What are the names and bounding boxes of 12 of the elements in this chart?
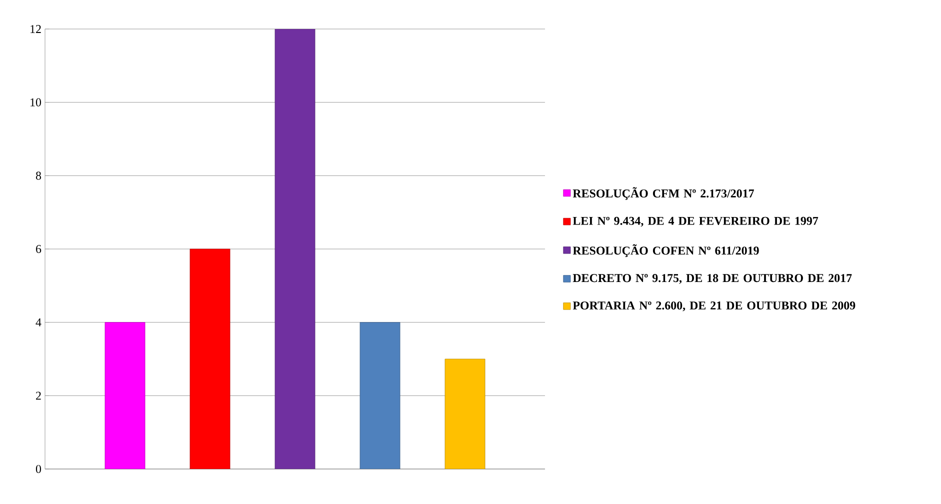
y-tick-label: 12 [30, 25, 41, 33]
legend-label: LEI Nº 9.434, DE 4 DE FEVEREIRO DE 1997 [572, 216, 818, 227]
legend-label: DECRETO Nº 9.175, DE 18 DE OUTUBRO DE 2017 [572, 274, 852, 284]
y-tick-label: 8 [36, 172, 42, 180]
legend-label: RESOLUÇÃO CFM Nº 2.173/2017 [572, 187, 754, 200]
legend-label: RESOLUÇÃO COFEN Nº 611/2019 [572, 244, 759, 258]
y-tick-label: 10 [30, 98, 42, 106]
y-tick-label: 6 [36, 244, 42, 254]
legend-label: PORTARIA Nº 2.600, DE 21 DE OUTUBRO DE 2009 [572, 301, 856, 312]
y-tick-label: 0 [36, 464, 42, 474]
y-tick-label: 2 [36, 392, 41, 400]
y-tick-label: 4 [36, 318, 42, 326]
